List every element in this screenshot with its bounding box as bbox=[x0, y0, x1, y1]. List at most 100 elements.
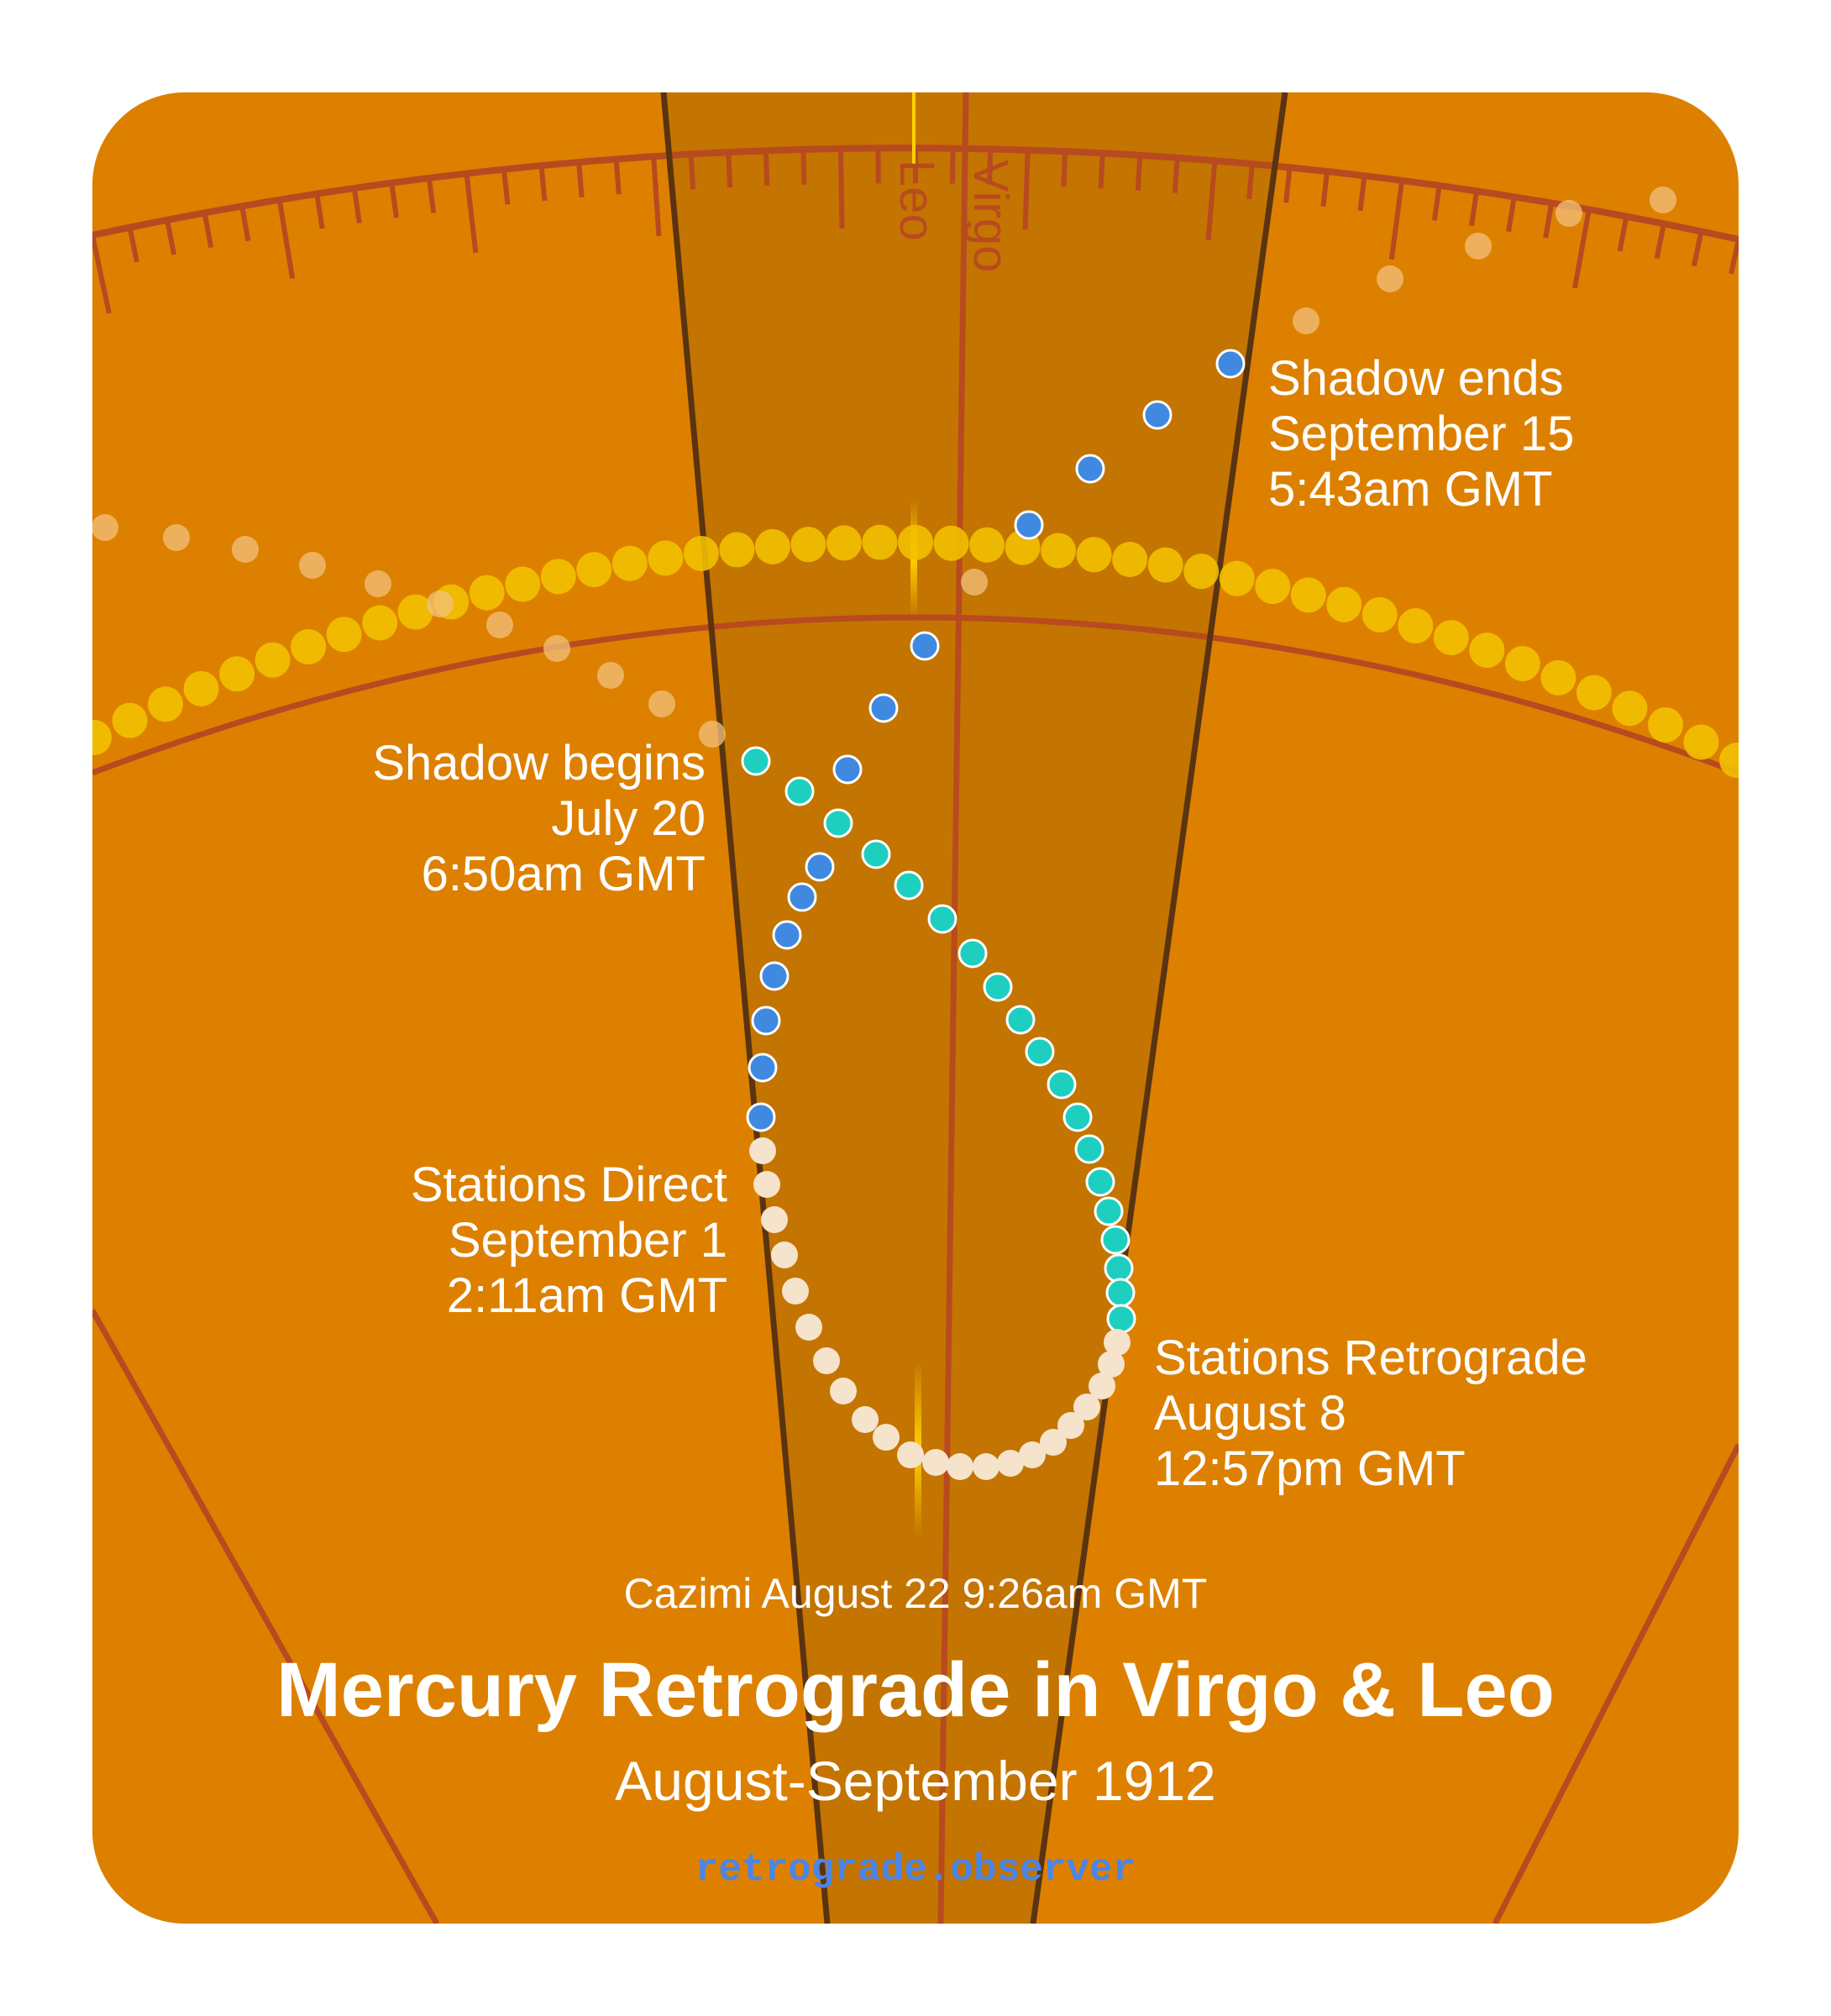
sun-position-dot bbox=[719, 532, 755, 568]
mercury-retrograde-dot bbox=[1073, 1394, 1100, 1420]
mercury-retrograde-dot bbox=[873, 1424, 900, 1451]
sun-position-dot bbox=[1361, 596, 1398, 633]
sign-boundary-line-left bbox=[92, 1309, 440, 1924]
stations-direct-title: Stations Direct bbox=[410, 1158, 727, 1212]
sun-position-dot bbox=[898, 524, 933, 560]
sun-position-dot bbox=[1290, 577, 1326, 613]
degree-tick bbox=[1506, 196, 1517, 233]
degree-tick bbox=[92, 234, 112, 314]
mercury-prior-dot bbox=[648, 690, 675, 717]
mercury-retrograde-dot bbox=[749, 1137, 776, 1164]
degree-tick bbox=[426, 177, 437, 213]
zodiac-degree-ticks bbox=[92, 148, 1739, 314]
degree-tick bbox=[389, 182, 399, 218]
sun-position-dot bbox=[611, 545, 648, 581]
sun-position-dot bbox=[1433, 620, 1469, 656]
shadow-ends-title: Shadow ends bbox=[1268, 351, 1564, 406]
degree-tick bbox=[351, 187, 362, 223]
mercury-direct-dot bbox=[805, 852, 835, 882]
mercury-shadow-dot bbox=[1094, 1196, 1124, 1226]
shadow-ends-label: Shadow ends September 15 5:43am GMT bbox=[1268, 351, 1574, 517]
degree-tick bbox=[987, 149, 994, 185]
sun-position-dot bbox=[1076, 537, 1112, 573]
mercury-retrograde-dot bbox=[1098, 1351, 1125, 1378]
mercury-retrograde-dot bbox=[1089, 1373, 1115, 1399]
sun-position-dot bbox=[933, 525, 969, 561]
sun-position-dot bbox=[254, 642, 291, 678]
degree-tick bbox=[688, 154, 696, 190]
page-subtitle: August-September 1912 bbox=[615, 1750, 1216, 1812]
mercury-direct-dot bbox=[787, 882, 817, 912]
mercury-shadow-dot bbox=[894, 870, 924, 900]
mercury-shadow-dot bbox=[1005, 1005, 1036, 1035]
mercury-shadow-dot bbox=[957, 938, 988, 969]
mercury-path bbox=[741, 349, 1246, 1480]
sun-position-dot bbox=[1576, 675, 1612, 711]
degree-tick bbox=[1691, 230, 1704, 267]
mercury-direct-dot bbox=[910, 631, 940, 661]
mercury-retrograde-dot bbox=[753, 1171, 780, 1198]
degree-tick bbox=[464, 173, 479, 254]
sun-position-dot bbox=[1255, 569, 1291, 605]
degree-tick bbox=[239, 205, 251, 242]
mercury-retrograde-dot bbox=[761, 1206, 788, 1233]
mercury-shadow-dot bbox=[1100, 1225, 1131, 1255]
mercury-shadow-dot bbox=[741, 746, 771, 776]
degree-tick bbox=[165, 219, 177, 255]
degree-tick bbox=[1572, 208, 1592, 289]
degree-tick bbox=[1617, 216, 1629, 252]
mercury-prior-dot bbox=[1377, 265, 1403, 292]
sign-boundary-line-right bbox=[1492, 1443, 1739, 1924]
mercury-shadow-dot bbox=[927, 904, 957, 934]
mercury-prior-dot bbox=[543, 635, 570, 662]
degree-tick bbox=[1654, 223, 1666, 260]
degree-tick bbox=[127, 227, 139, 263]
mercury-prior-dot bbox=[597, 662, 624, 689]
degree-tick bbox=[1205, 160, 1218, 241]
degree-tick bbox=[1135, 155, 1143, 191]
mercury-retrograde-dot bbox=[795, 1314, 822, 1341]
sun-position-dot bbox=[326, 617, 362, 653]
mercury-shadow-dot bbox=[1085, 1167, 1115, 1197]
mercury-prior-dot bbox=[961, 569, 988, 596]
sun-position-dot bbox=[754, 528, 790, 564]
sun-position-dot bbox=[1647, 706, 1683, 743]
mercury-shadow-dot bbox=[1105, 1278, 1136, 1308]
sun-position-dot bbox=[683, 535, 719, 571]
mercury-direct-dot bbox=[1075, 454, 1105, 484]
sun-position-dot bbox=[92, 720, 112, 755]
sun-position-dot bbox=[1398, 608, 1434, 644]
sun-position-dot bbox=[1719, 743, 1739, 778]
sun-position-dot bbox=[826, 525, 862, 561]
shadow-begins-title: Shadow begins bbox=[372, 736, 706, 790]
mercury-retrograde-dot bbox=[997, 1450, 1024, 1477]
degree-tick bbox=[1172, 157, 1180, 193]
mercury-prior-dot bbox=[365, 570, 391, 597]
sun-position-dot bbox=[1469, 633, 1505, 669]
mercury-shadow-dot bbox=[784, 776, 815, 806]
mercury-shadow-dot bbox=[1025, 1037, 1055, 1067]
mercury-shadow-dot bbox=[861, 839, 891, 869]
sun-position-dot bbox=[1540, 659, 1577, 696]
sun-position-dot bbox=[469, 575, 505, 611]
stations-retrograde-date: August 8 bbox=[1154, 1386, 1346, 1441]
cazimi-label: Cazimi August 22 9:26am GMT bbox=[623, 1570, 1208, 1617]
degree-tick bbox=[538, 165, 548, 202]
degree-tick bbox=[202, 212, 214, 249]
sign-label-leo: Leo bbox=[889, 160, 944, 241]
degree-tick bbox=[1357, 175, 1367, 212]
sun-position-dot bbox=[219, 656, 255, 692]
mercury-retrograde-dot bbox=[782, 1278, 809, 1305]
degree-tick bbox=[1543, 202, 1555, 239]
shadow-ends-time: 5:43am GMT bbox=[1268, 462, 1553, 517]
sun-position-dot bbox=[540, 559, 576, 595]
mercury-retrograde-dot bbox=[973, 1453, 999, 1480]
stations-retrograde-label: Stations Retrograde August 8 12:57pm GMT bbox=[1154, 1331, 1587, 1497]
degree-tick bbox=[1061, 151, 1068, 187]
degree-tick bbox=[1283, 167, 1293, 203]
sun-position-dot bbox=[1112, 541, 1148, 577]
site-link[interactable]: retrograde.observer bbox=[695, 1848, 1136, 1892]
mercury-direct-dot bbox=[748, 1053, 778, 1083]
mercury-prior-dot bbox=[427, 591, 454, 617]
sun-position-dot bbox=[505, 566, 541, 602]
